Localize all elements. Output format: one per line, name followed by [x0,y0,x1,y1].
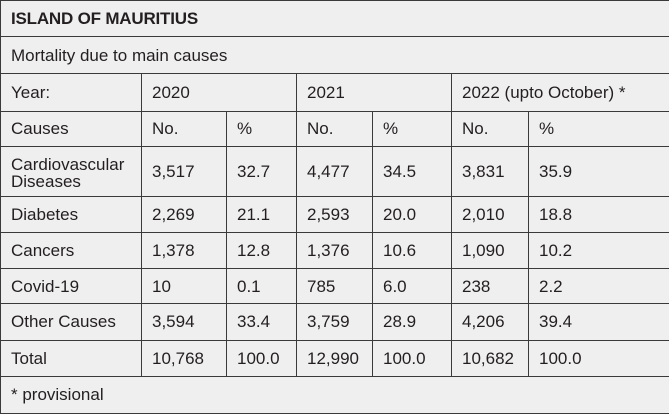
value-cell: 10,682 [451,339,529,377]
value-cell: 100.0 [226,339,297,377]
value-cell: 18.8 [528,195,669,234]
value-cell: 35.9 [528,145,669,197]
value-cell: 4,477 [296,145,373,197]
value-cell: 33.4 [226,303,297,341]
value-cell: 3,759 [296,303,373,341]
value-cell: 4,206 [451,303,529,341]
value-cell: 32.7 [226,145,297,197]
value-cell: 3,517 [141,145,227,197]
table-title: ISLAND OF MAURITIUS [0,0,669,38]
value-cell: 238 [451,268,529,305]
col-pct-2022: % [528,110,669,147]
causes-label: Causes [0,110,142,147]
col-pct-2020: % [226,110,297,147]
cause-cell: Total [0,339,142,377]
value-cell: 2,269 [141,195,227,234]
year-header-2020: 2020 [141,73,297,112]
value-cell: 39.4 [528,303,669,341]
table-row: Cancers 1,378 12.8 1,376 10.6 1,090 10.2 [0,232,669,270]
value-cell: 12.8 [226,232,297,270]
value-cell: 2,593 [296,195,373,234]
value-cell: 3,594 [141,303,227,341]
cause-cell: Covid-19 [0,268,142,305]
year-header-2022: 2022 (upto October) * [451,73,669,112]
value-cell: 10,768 [141,339,227,377]
footnote: * provisional [0,375,669,414]
column-header-row: Causes No. % No. % No. % [0,110,669,147]
cause-cell: Diabetes [0,195,142,234]
value-cell: 3,831 [451,145,529,197]
cause-cell: Cancers [0,232,142,270]
cause-cell: Other Causes [0,303,142,341]
value-cell: 10.6 [372,232,452,270]
total-row: Total 10,768 100.0 12,990 100.0 10,682 1… [0,339,669,377]
table-row: Other Causes 3,594 33.4 3,759 28.9 4,206… [0,303,669,341]
table-row: Cardiovascular Diseases 3,517 32.7 4,477… [0,145,669,197]
value-cell: 100.0 [372,339,452,377]
value-cell: 1,378 [141,232,227,270]
value-cell: 100.0 [528,339,669,377]
col-no-2020: No. [141,110,227,147]
value-cell: 6.0 [372,268,452,305]
value-cell: 0.1 [226,268,297,305]
year-header-2021: 2021 [296,73,452,112]
year-row: Year: 2020 2021 2022 (upto October) * [0,73,669,112]
value-cell: 34.5 [372,145,452,197]
table-subtitle: Mortality due to main causes [0,36,669,75]
value-cell: 1,376 [296,232,373,270]
value-cell: 1,090 [451,232,529,270]
value-cell: 21.1 [226,195,297,234]
value-cell: 10 [141,268,227,305]
col-no-2022: No. [451,110,529,147]
table-row: Covid-19 10 0.1 785 6.0 238 2.2 [0,268,669,305]
value-cell: 2.2 [528,268,669,305]
value-cell: 2,010 [451,195,529,234]
cause-cell: Cardiovascular Diseases [0,145,142,197]
col-no-2021: No. [296,110,373,147]
value-cell: 12,990 [296,339,373,377]
value-cell: 20.0 [372,195,452,234]
table-row: Diabetes 2,269 21.1 2,593 20.0 2,010 18.… [0,195,669,234]
value-cell: 10.2 [528,232,669,270]
year-label: Year: [0,73,142,112]
value-cell: 785 [296,268,373,305]
col-pct-2021: % [372,110,452,147]
value-cell: 28.9 [372,303,452,341]
